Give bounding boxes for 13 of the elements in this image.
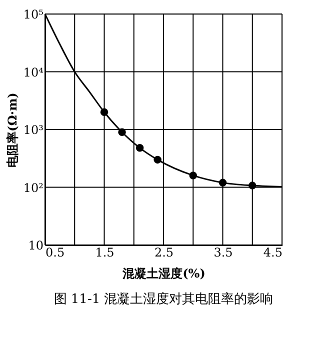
y-axis-title: 电阻率(Ω·m) (5, 92, 20, 168)
y-tick-label: 10² (23, 180, 44, 195)
caption: 图 11-1 混凝土湿度对其电阻率的影响 (54, 291, 274, 307)
x-tick-label: 0.5 (46, 246, 65, 260)
y-tick-label: 10³ (23, 123, 44, 137)
y-tick-label: 10⁴ (23, 65, 44, 80)
x-tick-label: 4.5 (263, 246, 282, 260)
x-tick-label: 2.5 (154, 246, 174, 260)
x-tick-label: 1.5 (95, 246, 114, 260)
x-tick-label: 3.5 (214, 246, 233, 260)
x-axis-title: 混凝土湿度(%) (122, 266, 206, 280)
y-tick-label: 10⁵ (23, 8, 44, 22)
y-tick-label: 10 (28, 238, 44, 252)
